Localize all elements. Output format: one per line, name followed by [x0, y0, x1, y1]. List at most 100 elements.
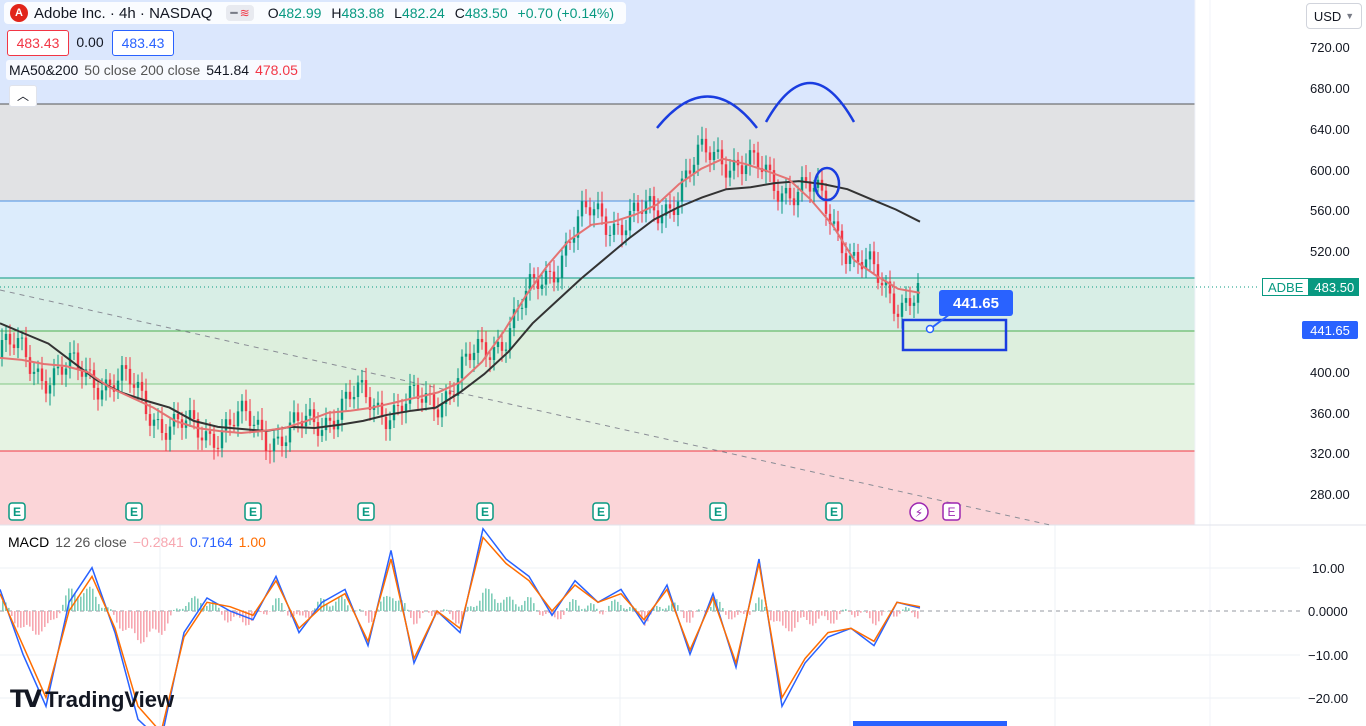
ma50-line — [0, 157, 921, 435]
histogram-bar — [512, 599, 514, 611]
candle-body — [848, 255, 852, 264]
currency-select[interactable]: USD ▼ — [1306, 3, 1362, 29]
drawing-ellipse[interactable] — [813, 166, 841, 202]
candle-body — [188, 410, 192, 421]
ma-legend[interactable]: MA50&200 50 close 200 close 541.84 478.0… — [6, 60, 301, 80]
candle-body — [488, 357, 492, 360]
candle-body — [256, 419, 260, 425]
candle-body — [416, 384, 420, 399]
candle-body — [824, 190, 828, 214]
histogram-bar — [296, 611, 298, 615]
candle-body — [228, 419, 232, 425]
candle-body — [788, 187, 792, 199]
buy-button[interactable]: 483.43 — [112, 30, 174, 56]
candle-body — [632, 202, 636, 211]
candle-body — [164, 433, 168, 440]
visibility-toggle[interactable]: ━ ≋ — [226, 5, 254, 21]
candle-body — [520, 307, 524, 309]
histogram-bar — [581, 609, 583, 611]
symbol-legend[interactable]: A Adobe Inc. · 4h · NASDAQ ━ ≋ O482.99 H… — [4, 2, 627, 24]
histogram-bar — [611, 601, 613, 611]
candle-body — [456, 378, 460, 396]
histogram-bar — [266, 611, 268, 615]
histogram-bar — [653, 608, 655, 611]
candle-body — [448, 391, 452, 395]
collapse-legend-button[interactable]: ︿ — [9, 85, 37, 107]
candle-body — [64, 368, 68, 375]
histogram-bar — [740, 611, 742, 613]
histogram-bar — [395, 600, 397, 611]
drawing-target-box[interactable] — [901, 318, 1008, 352]
macd-tick: −20.00 — [1308, 691, 1348, 706]
candle-body — [292, 412, 296, 423]
candle-body — [504, 349, 508, 351]
earnings-marker-label: E — [13, 505, 21, 519]
histogram-bar — [488, 589, 490, 611]
candle-body — [348, 391, 352, 400]
histogram-bar — [827, 611, 829, 621]
histogram-bar — [773, 611, 775, 622]
candle-body — [884, 281, 888, 286]
histogram-bar — [59, 611, 61, 614]
histogram-bar — [155, 611, 157, 630]
candle-body — [136, 381, 140, 388]
candle-body — [748, 150, 752, 166]
histogram-bar — [539, 611, 541, 615]
candle-body — [436, 409, 440, 418]
histogram-bar — [530, 597, 532, 611]
earnings-marker — [357, 502, 375, 521]
sell-button[interactable]: 483.43 — [7, 30, 69, 56]
earnings-marker — [125, 502, 143, 521]
histogram-bar — [482, 592, 484, 611]
candle-body — [796, 191, 800, 206]
histogram-bar — [251, 611, 253, 622]
candle-body — [36, 368, 40, 372]
target-callout[interactable]: 441.65 — [939, 290, 1013, 316]
drawing-arc-right[interactable] — [764, 81, 856, 123]
candle-body — [208, 431, 212, 434]
candle-body — [560, 255, 564, 278]
macd-axis[interactable]: 10.00 0.0000 −10.00 −20.00 — [1308, 561, 1348, 706]
candle-body — [548, 270, 552, 272]
histogram-bar — [185, 605, 187, 611]
candle-body — [168, 426, 172, 440]
lightning-icon — [909, 502, 929, 522]
tradingview-logo[interactable]: 𝗧𝗩 TradingView — [10, 685, 174, 714]
callout-anchor[interactable] — [925, 324, 935, 334]
histogram-bar — [329, 606, 331, 611]
price-tick: 600.00 — [1310, 163, 1350, 178]
candle-body — [404, 403, 408, 413]
histogram-bar — [365, 611, 367, 616]
histogram-bar — [302, 611, 304, 616]
histogram-bar — [629, 607, 631, 611]
candle-body — [216, 447, 220, 449]
ohlc-values: O482.99 H483.88 L482.24 C483.50 +0.70 (+… — [268, 5, 620, 21]
symbol-title: Adobe Inc. · 4h · NASDAQ — [34, 4, 213, 22]
histogram-bar — [278, 597, 280, 611]
signal-value: 1.00 — [238, 534, 266, 550]
histogram-bar — [167, 611, 169, 624]
histogram-bar — [284, 610, 286, 611]
candle-body — [380, 402, 384, 417]
histogram-bar — [848, 611, 850, 612]
histogram-bar — [620, 605, 622, 611]
candle-body — [704, 138, 708, 153]
candle-body — [368, 397, 372, 410]
drawing-arc-left[interactable] — [656, 95, 758, 129]
histogram-bar — [845, 609, 847, 611]
chevron-down-icon: ▼ — [1345, 11, 1355, 21]
candle-body — [888, 281, 892, 294]
histogram-bar — [173, 609, 175, 611]
histogram-bar — [590, 603, 592, 611]
candle-body — [384, 416, 388, 430]
price-axis[interactable]: 720.00 680.00 640.00 600.00 560.00 520.0… — [1310, 40, 1350, 502]
histogram-bar — [596, 608, 598, 611]
scroll-indicator[interactable] — [853, 721, 1007, 726]
close-label: C — [454, 5, 465, 21]
macd-legend[interactable]: MACD 12 26 close −0.2841 0.7164 1.00 — [8, 534, 266, 550]
candle-body — [288, 422, 292, 443]
candle-body — [424, 393, 428, 403]
histogram-bar — [437, 611, 439, 615]
histogram-bar — [896, 611, 898, 617]
